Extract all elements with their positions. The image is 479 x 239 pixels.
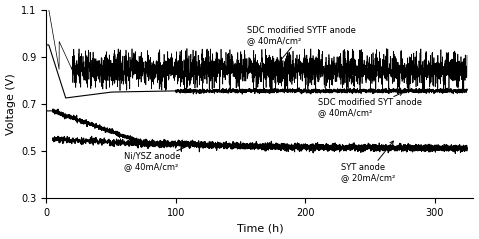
Text: SYT anode
@ 20mA/cm²: SYT anode @ 20mA/cm²: [342, 141, 396, 182]
X-axis label: Time (h): Time (h): [237, 223, 283, 234]
Text: Ni/YSZ anode
@ 40mA/cm²: Ni/YSZ anode @ 40mA/cm²: [124, 144, 192, 171]
Text: SDC modified SYTF anode
@ 40mA/cm²: SDC modified SYTF anode @ 40mA/cm²: [247, 26, 356, 67]
Text: SDC modified SYT anode
@ 40mA/cm²: SDC modified SYT anode @ 40mA/cm²: [318, 92, 422, 117]
Y-axis label: Voltage (V): Voltage (V): [6, 73, 15, 135]
